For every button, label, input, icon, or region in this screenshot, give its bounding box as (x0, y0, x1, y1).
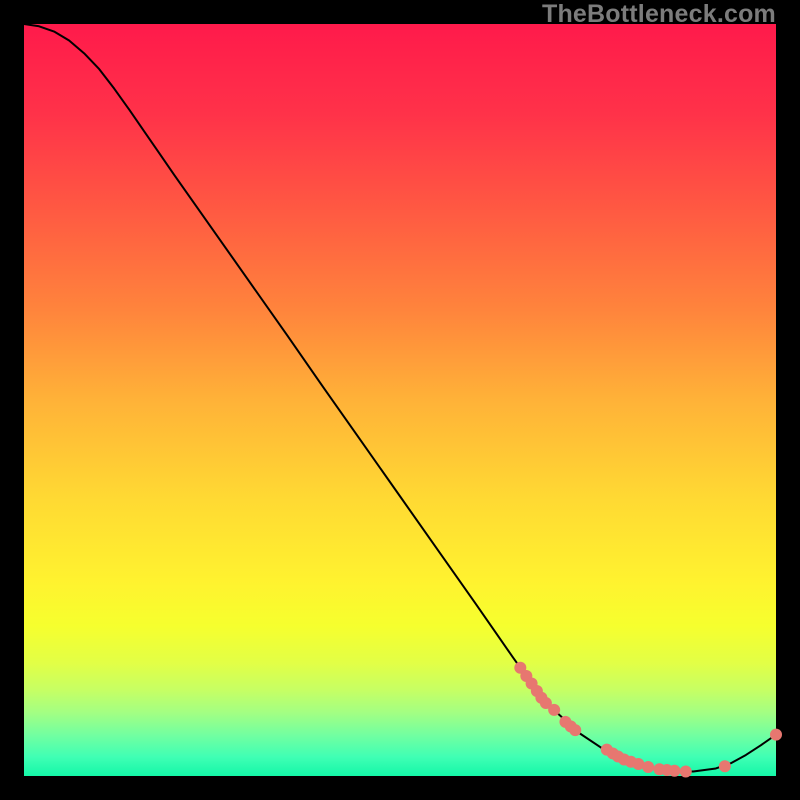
data-marker (770, 729, 782, 741)
data-marker (548, 704, 560, 716)
data-marker (569, 724, 581, 736)
data-marker (680, 765, 692, 777)
data-marker (719, 760, 731, 772)
watermark-text: TheBottleneck.com (542, 0, 776, 29)
chart-container: TheBottleneck.com (0, 0, 800, 800)
plot-background-gradient (24, 24, 776, 776)
data-marker (668, 765, 680, 777)
data-marker (642, 761, 654, 773)
chart-svg (0, 0, 800, 800)
